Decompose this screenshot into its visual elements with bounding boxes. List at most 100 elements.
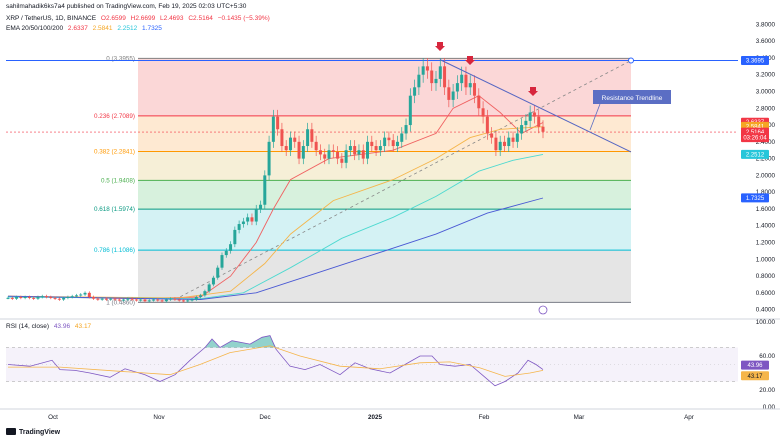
price-axis-tick: 0.8000: [756, 273, 776, 280]
candle-body: [400, 133, 404, 142]
ohlc-open: O2.6599: [100, 15, 126, 22]
candle-body: [160, 300, 164, 302]
candle-body: [541, 126, 545, 132]
candle-body: [57, 298, 61, 300]
ohlc-change: −0.1435 (−5.39%): [217, 15, 270, 22]
candle-body: [233, 229, 237, 245]
fib-zone-3: [138, 180, 631, 210]
rsi-line: [7, 335, 544, 387]
candle-body: [485, 116, 489, 134]
ema-label: EMA 20/50/100/200: [6, 25, 64, 32]
rsi-axis-tick: 100.00: [756, 319, 776, 326]
candle-body: [147, 300, 151, 302]
candle-body: [190, 299, 194, 301]
candle-body: [177, 299, 181, 301]
candle-body: [455, 83, 459, 92]
candle-body: [314, 141, 318, 151]
candle-body: [520, 125, 524, 134]
candle-body: [451, 91, 455, 100]
candle-body: [241, 221, 245, 225]
candle-body: [254, 208, 258, 222]
price-tag-4: 03:26:04: [743, 136, 767, 142]
price-axis-tick: 2.8000: [756, 105, 776, 112]
candle-body: [32, 297, 36, 299]
price-axis-tick: 1.0000: [756, 256, 776, 263]
candle-body: [130, 298, 134, 300]
price-tag-bg-5: [741, 149, 769, 159]
candle-body: [460, 74, 464, 84]
candle-body: [220, 255, 224, 268]
candle-body: [23, 297, 27, 299]
candle-body: [83, 292, 87, 295]
time-axis-tick: Dec: [259, 414, 270, 421]
candle-body: [293, 137, 297, 142]
candle-body: [318, 150, 322, 155]
candle-body: [481, 108, 485, 117]
candle-body: [216, 267, 220, 278]
rsi-axis-tick: 20.00: [759, 387, 775, 394]
candle-body: [27, 297, 31, 299]
rising-dashed-trendline: [174, 60, 632, 300]
candle-body: [211, 277, 215, 285]
candle-body: [126, 298, 130, 300]
price-axis-tick: 2.4000: [756, 139, 776, 146]
rsi-label: RSI (14, close): [6, 323, 49, 330]
candle-body: [464, 74, 468, 88]
tradingview-brand[interactable]: TradingView: [6, 428, 60, 436]
candle-body: [173, 298, 177, 300]
trendline-label-box: [593, 90, 671, 104]
rejection-arrow-icon-1: [465, 56, 475, 65]
ema-legend[interactable]: EMA 20/50/100/200 2.6337 2.5841 2.2512 1…: [6, 25, 165, 32]
candle-body: [331, 150, 335, 152]
candle-body: [53, 297, 57, 299]
resistance-trendline: [439, 59, 632, 153]
candle-body: [391, 140, 395, 147]
candle-body: [413, 87, 417, 96]
candle-body: [40, 296, 44, 298]
fib-level-label-5: 0.786 (1.1086): [94, 247, 135, 254]
price-axis-tick: 1.2000: [756, 240, 776, 247]
rsi-legend[interactable]: RSI (14, close) 43.96 43.17: [6, 323, 94, 330]
candle-body: [357, 150, 361, 155]
rsi-axis-tick: 60.00: [759, 353, 775, 360]
ema20-value: 2.6337: [67, 25, 88, 32]
candle-body: [87, 292, 91, 298]
callout-pointer: [589, 103, 601, 131]
price-tag-6: 1.7325: [746, 196, 765, 202]
price-tag-5: 2.2512: [746, 152, 765, 158]
candle-body: [408, 95, 412, 126]
candle-body: [70, 296, 74, 298]
ema200-line: [7, 197, 544, 300]
rsi-overbought-fill: [205, 335, 276, 348]
candle-body: [284, 146, 288, 151]
candle-body: [181, 300, 185, 302]
trendline-label-text: Resistance Trendline: [602, 95, 663, 102]
rsi-ma-line: [8, 345, 544, 377]
candle-body: [507, 137, 511, 147]
rsi-value-tag-bg: [741, 360, 769, 370]
candle-body: [199, 295, 203, 298]
candle-body: [92, 297, 96, 299]
price-axis-tick: 0.6000: [756, 290, 776, 297]
fib-zone-0: [138, 58, 631, 116]
price-axis-tick: 1.4000: [756, 223, 776, 230]
candle-body: [122, 299, 126, 301]
price-tag-0: 3.3695: [746, 59, 765, 65]
candle-body: [430, 70, 434, 84]
rsi-value-tag: 43.96: [747, 363, 763, 369]
candle-body: [237, 224, 241, 230]
rsi-ma-value: 43.17: [74, 323, 92, 330]
candle-body: [502, 141, 506, 147]
ohlc-close: C2.5164: [188, 15, 213, 22]
price-axis-tick: 3.6000: [756, 38, 776, 45]
tradingview-brand-label: TradingView: [19, 429, 61, 436]
ema100-line: [7, 153, 544, 300]
ohlc-high: H2.6699: [130, 15, 156, 22]
ema100-value: 2.2512: [117, 25, 138, 32]
candle-body: [203, 291, 207, 296]
symbol-header: XRP / TetherUS, 1D, BINANCE O2.6599 H2.6…: [6, 15, 273, 22]
candle-body: [6, 297, 10, 299]
candle-body: [139, 299, 143, 301]
time-axis-tick: Apr: [684, 414, 694, 421]
